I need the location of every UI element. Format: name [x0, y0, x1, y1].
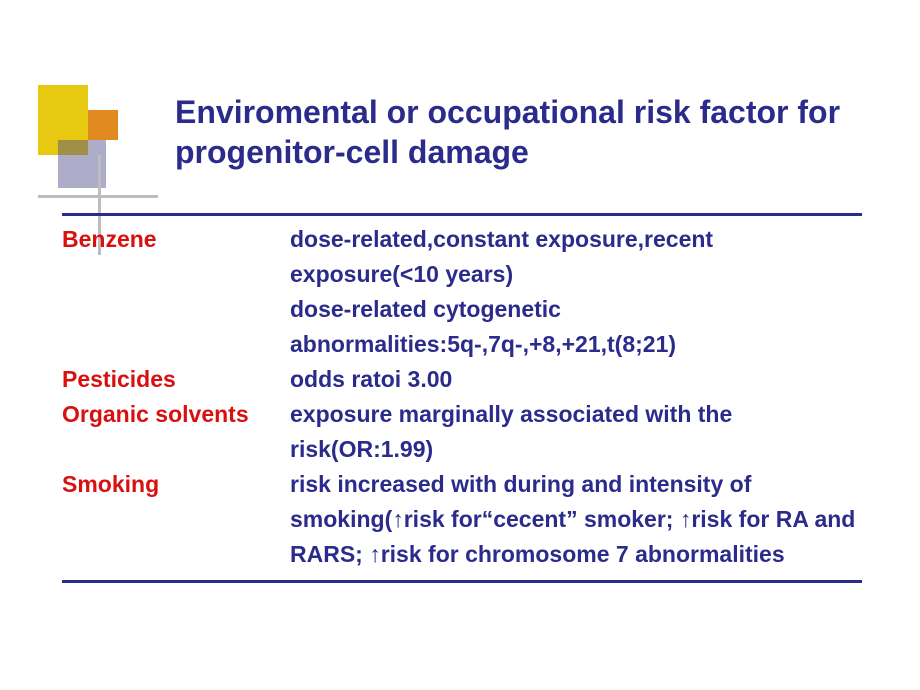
- risk-factor-label: Organic solvents: [62, 397, 290, 432]
- risk-factor-label: Pesticides: [62, 362, 290, 397]
- table-row: dose-related cytogenetic abnormalities:5…: [62, 292, 862, 362]
- risk-factor-label: Benzene: [62, 222, 290, 257]
- table-row: Pesticides odds ratoi 3.00: [62, 362, 862, 397]
- table-row: Smoking risk increased with during and i…: [62, 467, 862, 572]
- risk-factor-desc: dose-related cytogenetic abnormalities:5…: [290, 292, 862, 362]
- content-area: Benzene dose-related,constant exposure,r…: [62, 213, 862, 583]
- bottom-rule: [62, 580, 862, 583]
- deco-orange-block: [88, 110, 118, 140]
- risk-factor-desc: exposure marginally associated with the …: [290, 397, 862, 467]
- risk-factor-label: Smoking: [62, 467, 290, 502]
- slide-title: Enviromental or occupational risk factor…: [175, 92, 855, 172]
- table-row: Organic solvents exposure marginally ass…: [62, 397, 862, 467]
- table-row: Benzene dose-related,constant exposure,r…: [62, 222, 862, 292]
- risk-factor-list: Benzene dose-related,constant exposure,r…: [62, 216, 862, 580]
- risk-factor-desc: odds ratoi 3.00: [290, 362, 862, 397]
- risk-factor-desc: dose-related,constant exposure,recent ex…: [290, 222, 862, 292]
- title-decoration: [38, 85, 138, 185]
- risk-factor-desc: risk increased with during and intensity…: [290, 467, 862, 572]
